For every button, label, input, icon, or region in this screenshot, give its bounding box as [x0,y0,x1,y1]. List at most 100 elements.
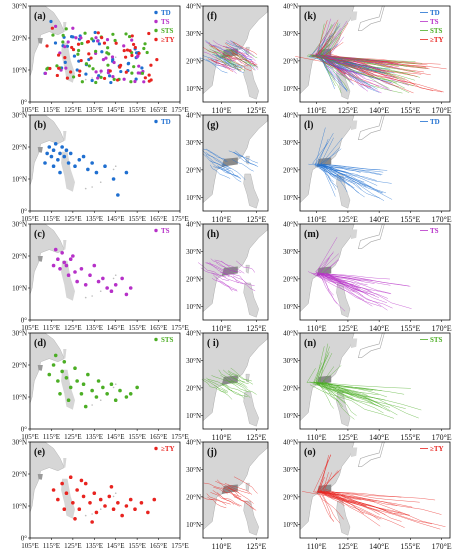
hainan-island [37,147,43,153]
landfall-panel: 10°N 20°N 30°N 40°N 110°E 125°E (j) [186,439,269,550]
genesis-point-sty [143,76,147,80]
track-line [315,346,422,411]
track-line [199,57,227,69]
track-line [317,491,367,507]
x-tick-label: 125°E [64,433,82,441]
genesis-point-td [84,72,88,76]
data-point [109,485,114,489]
small-island [84,78,87,81]
data-point [60,369,64,374]
track-line [319,272,360,292]
track-line [317,165,385,201]
genesis-point-sts [143,42,147,46]
genesis-point-ts [104,56,108,60]
track-line [316,274,365,301]
y-tick-label: 30°N [186,30,201,38]
philippines-islands [243,391,259,427]
hainan-island [37,38,43,44]
track-line [232,41,258,59]
x-tick-label: 165°E [150,433,168,441]
track-line [208,41,233,57]
x-tick-label: 125°E [64,324,82,332]
data-point [94,395,99,399]
data-point [139,501,144,505]
genesis-point-sts [76,52,80,56]
legend-marker [154,37,158,42]
track-line [325,490,380,521]
genesis-point-sts [76,48,81,53]
x-tick-label: 140°E [369,215,389,224]
genesis-point-ts [135,55,139,59]
x-tick-label: 125°E [338,542,358,550]
data-point [60,481,64,486]
data-point [109,289,114,294]
data-point [75,488,79,492]
genesis-point-sty [133,45,137,50]
data-point [86,372,90,377]
data-point [43,161,47,165]
y-tick-label: 20°N [283,57,298,65]
data-point [103,504,107,508]
legend-label: ≥TY [161,36,175,44]
track-line [209,261,230,277]
x-tick-label: 170°E [432,433,452,442]
genesis-point-sts [105,51,109,55]
genesis-point-sts [130,71,134,75]
track-line [317,382,355,400]
genesis-point-ts [111,74,115,79]
track-line [316,55,414,94]
small-island [114,165,117,167]
genesis-point-ts [137,64,141,68]
small-island [114,56,117,58]
legend-label: STS [430,336,443,344]
genesis-point-sty [57,66,61,70]
x-tick-label: 125°E [338,433,358,442]
data-point [79,267,84,271]
data-point [77,158,82,162]
track-line [319,165,350,186]
small-island [112,386,115,389]
data-point [75,379,79,383]
data-point [105,286,109,290]
legend-label: STS [161,336,174,344]
track-line [207,378,233,391]
genesis-point-sts [113,38,117,43]
legend-label: TS [161,18,170,26]
track-line [314,127,384,194]
track-line [328,383,419,419]
small-island [91,77,93,79]
genesis-point-sty [124,55,128,59]
small-island [84,187,87,190]
genesis-point-td [134,77,138,81]
korea-peninsula [350,120,358,131]
x-tick-label: 140°E [369,324,389,333]
track-line [228,150,251,164]
genesis-point-sty [48,66,52,71]
track-line [207,496,231,505]
y-tick-label: 40°N [283,221,298,229]
data-point [124,292,129,297]
plot-frame [299,114,451,212]
data-point [128,286,133,290]
track-line [319,273,391,280]
x-tick-label: 125°E [338,324,358,333]
landfall-panel: 10°N 20°N 30°N 40°N 110°E 125°E (f) [186,3,269,115]
track-line [312,142,377,181]
data-point [68,475,73,480]
track-line [310,272,382,307]
x-tick-label: 115°E [43,215,60,223]
track-line [206,59,228,74]
x-tick-label: 125°E [64,542,82,550]
track-line [233,496,255,509]
genesis-point-sts [124,32,128,36]
data-point [113,283,118,287]
small-island [91,404,93,406]
data-point [118,388,122,393]
data-point [152,497,157,502]
track-line [231,276,256,292]
genesis-point-sty [108,69,112,73]
x-tick-label: 115°E [43,433,60,441]
hainan-island [37,474,43,480]
y-tick-label: 30°N [12,330,27,338]
panel-label: (f) [207,11,217,22]
